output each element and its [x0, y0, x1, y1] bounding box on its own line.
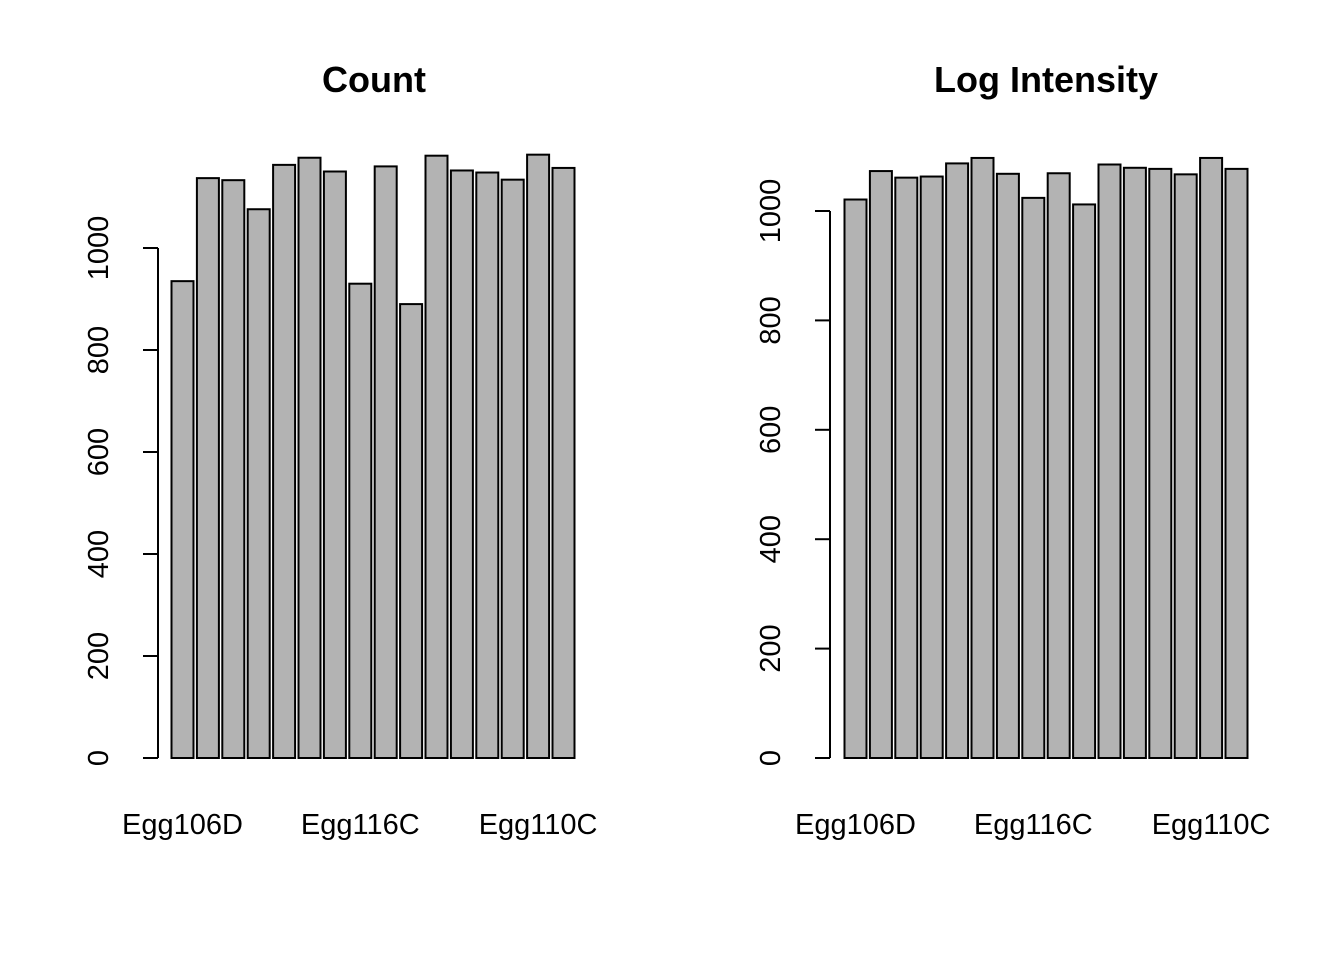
bar: [551, 166, 576, 759]
bar: [1224, 167, 1249, 760]
bar: [246, 208, 271, 760]
y-tick-label: 600: [83, 428, 115, 476]
y-tick-label: 0: [755, 750, 787, 766]
bar: [1173, 173, 1198, 759]
y-tick-label: 200: [755, 624, 787, 672]
bar: [995, 172, 1020, 759]
bar: [500, 178, 525, 760]
bar: [170, 280, 195, 759]
y-tick-label: 800: [83, 326, 115, 374]
chart-title: Count: [322, 59, 426, 100]
bar: [1148, 167, 1173, 760]
x-category-label: Egg110C: [1152, 809, 1271, 841]
bar: [1021, 196, 1046, 759]
count-panel: Count 0 200 400 600 800 1000 Egg106D Egg116C Egg…: [83, 59, 597, 841]
bar: [449, 169, 474, 760]
y-tick-label: 200: [83, 632, 115, 680]
log-intensity-panel: Log Intensity 0 200 400 600 800 1000 Egg106D Eg…: [755, 59, 1270, 841]
x-category-label: Egg110C: [479, 809, 598, 841]
bar: [322, 170, 347, 759]
bar: [1122, 166, 1147, 760]
bar: [1072, 203, 1097, 760]
bar: [1199, 156, 1224, 760]
y-tick-label: 0: [83, 750, 115, 766]
bar: [399, 303, 424, 759]
bar: [475, 171, 500, 759]
x-category-label: Egg106D: [795, 809, 916, 841]
bar: [348, 282, 373, 759]
bar: [894, 176, 919, 759]
y-tick-label: 600: [755, 406, 787, 454]
bar: [970, 156, 995, 760]
y-tick-label: 1000: [83, 216, 115, 281]
bar: [868, 170, 893, 760]
bar: [297, 156, 322, 760]
bar: [526, 153, 551, 760]
bar: [945, 162, 970, 759]
x-category-label: Egg106D: [122, 809, 243, 841]
y-tick-label: 400: [83, 530, 115, 578]
bar: [843, 198, 868, 759]
bar: [1097, 163, 1122, 759]
bar: [195, 177, 220, 759]
y-tick-label: 800: [755, 296, 787, 344]
x-category-label: Egg116C: [301, 809, 420, 841]
bar: [919, 175, 944, 759]
bar: [424, 154, 449, 759]
y-tick-label: 1000: [755, 179, 787, 244]
bar: [373, 165, 398, 759]
bar: [221, 179, 246, 760]
bar: [1046, 172, 1071, 759]
y-tick-label: 400: [755, 515, 787, 563]
chart-title: Log Intensity: [934, 59, 1158, 100]
bar: [272, 163, 297, 759]
x-category-label: Egg116C: [974, 809, 1093, 841]
